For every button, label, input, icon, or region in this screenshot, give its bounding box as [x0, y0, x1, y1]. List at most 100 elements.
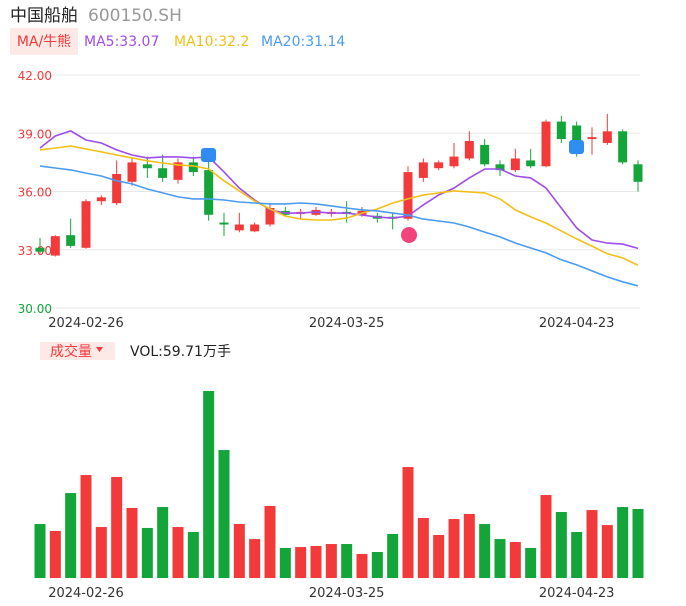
candle-body — [464, 141, 474, 159]
volume-bar — [172, 527, 184, 578]
dropdown-arrow[interactable] — [96, 347, 103, 352]
volume-bar — [494, 539, 506, 578]
volume-bar — [586, 510, 598, 578]
stock-code: 600150.SH — [88, 6, 182, 26]
volume-bar — [479, 524, 491, 578]
candle-body — [142, 164, 152, 169]
candle-body — [219, 222, 229, 225]
volume-button-bg[interactable] — [40, 342, 115, 360]
volume-bar — [264, 505, 276, 578]
candle-body — [572, 125, 582, 147]
candle-body — [188, 162, 198, 173]
candle-body — [618, 131, 628, 163]
candle-body — [602, 131, 612, 143]
candle-body — [204, 170, 214, 215]
volume-bar — [111, 476, 123, 578]
volume-bar — [509, 542, 521, 578]
legend-ma20: MA20:31.14 — [261, 34, 345, 50]
candle-body — [35, 247, 45, 252]
x-tick-label: 2024-03-25 — [309, 316, 385, 331]
x-tick-label: 2024-02-26 — [48, 316, 124, 331]
volume-button[interactable]: 成交量 — [50, 343, 92, 360]
legend-ma10: MA10:32.2 — [174, 34, 249, 50]
candle-body — [633, 164, 643, 182]
volume-bar — [448, 519, 460, 578]
candle-body — [480, 144, 490, 165]
volume-bar — [601, 525, 613, 578]
candle-body — [418, 162, 428, 178]
candle-body — [510, 158, 520, 171]
volume-bar — [540, 495, 552, 578]
legend-ma5: MA5:33.07 — [84, 34, 159, 50]
ma-button-bg[interactable] — [10, 28, 78, 55]
x-tick-label: 2024-02-26 — [48, 586, 124, 601]
candle-body — [173, 162, 183, 180]
ma-line — [39, 130, 639, 250]
volume-chart: 2024-02-26 2024-03-25 2024-04-23 — [34, 391, 644, 601]
volume-bar — [249, 539, 261, 578]
candle-body — [112, 174, 122, 204]
volume-bar — [325, 544, 337, 578]
stock-name: 中国船舶 — [10, 6, 78, 26]
ma-button[interactable]: MA/牛熊 — [17, 34, 71, 50]
volume-bar — [126, 507, 138, 578]
volume-bar — [617, 507, 629, 578]
ma-line — [39, 145, 639, 267]
candle-body — [403, 172, 413, 219]
candle-body — [81, 201, 91, 248]
bull-icon — [401, 227, 417, 243]
y-tick-label: 36.00 — [18, 186, 52, 200]
volume-bar — [555, 512, 567, 578]
volume-bar — [571, 532, 583, 578]
volume-bar — [371, 551, 383, 578]
candle-body — [158, 168, 168, 178]
candle-body — [265, 208, 275, 225]
y-tick-label: 39.00 — [18, 127, 52, 141]
volume-bar — [356, 553, 368, 578]
price-chart: 30.00 33.00 36.00 39.00 42.00 2024-02-26 2024-… — [18, 69, 643, 331]
ma-line — [39, 165, 639, 287]
x-tick-label: 2024-04-23 — [539, 586, 615, 601]
signal-markers — [201, 140, 584, 243]
candle-body — [541, 121, 551, 167]
volume-bar — [95, 527, 107, 578]
x-tick-label: 2024-04-23 — [539, 316, 615, 331]
volume-bar — [433, 535, 445, 578]
candle-body — [434, 162, 444, 169]
candle-body — [587, 137, 597, 140]
volume-bar — [310, 545, 322, 578]
volume-bar — [233, 524, 245, 578]
candle-body — [127, 162, 137, 182]
candle-body — [250, 224, 260, 232]
volume-bar — [49, 530, 61, 578]
signal-icon — [201, 148, 216, 162]
volume-bar — [417, 518, 429, 578]
y-tick-label: 30.00 — [18, 302, 52, 316]
volume-bar — [402, 467, 414, 578]
volume-bar — [187, 532, 199, 578]
volume-bar — [80, 475, 92, 578]
candle-body — [96, 197, 106, 202]
volume-bar — [141, 527, 153, 578]
volume-bar — [463, 513, 475, 578]
volume-bar — [157, 507, 169, 578]
volume-bar — [341, 544, 353, 578]
volume-bar — [295, 547, 307, 578]
volume-bar — [387, 533, 399, 578]
volume-bar — [632, 508, 644, 578]
volume-bar — [203, 391, 215, 578]
volume-bar — [65, 493, 77, 578]
candle-body — [50, 236, 60, 256]
candle-body — [556, 121, 566, 140]
candle-body — [495, 164, 505, 171]
candle-body — [234, 224, 244, 231]
volume-bar — [525, 547, 537, 578]
y-tick-label: 42.00 — [18, 69, 52, 83]
volume-bar — [218, 450, 230, 578]
volume-bar — [279, 547, 291, 578]
candle-body — [526, 160, 536, 167]
volume-label: VOL:59.71万手 — [130, 344, 231, 360]
x-tick-label: 2024-03-25 — [309, 586, 385, 601]
